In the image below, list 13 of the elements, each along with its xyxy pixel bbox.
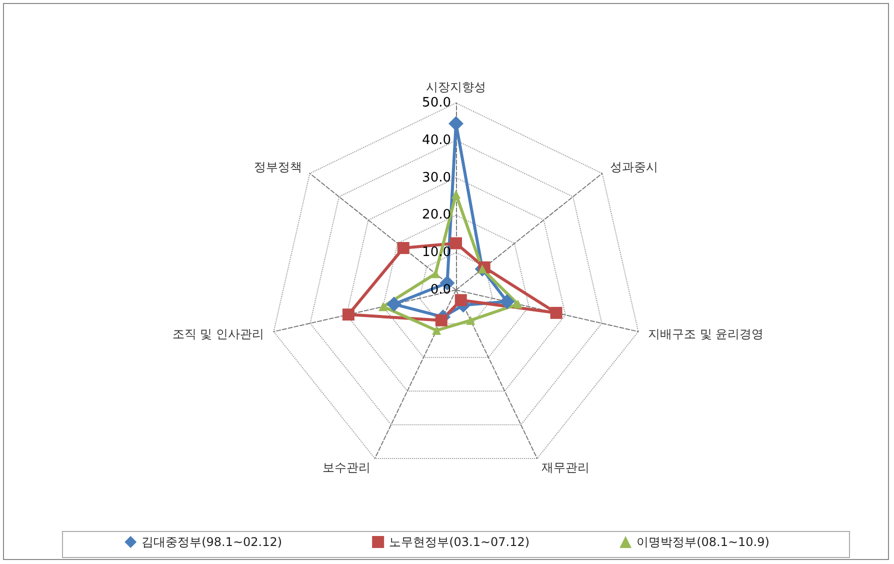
- spoke-label: 성과중시: [610, 160, 658, 174]
- spoke-label: 재무관리: [541, 460, 590, 474]
- y-tick-label: 40.0: [422, 132, 451, 148]
- spoke-label: 조직 및 인사관리: [172, 326, 264, 341]
- spoke-label: 보수관리: [322, 460, 371, 474]
- legend-label: 노무현정부(03.1~07.12): [389, 535, 530, 549]
- y-tick-label: 50.0: [422, 96, 451, 110]
- spoke-label: 시장지향성: [426, 80, 486, 94]
- spoke-label: 정부정책: [254, 160, 302, 174]
- spoke-label: 지배구조 및 윤리경영: [648, 326, 764, 341]
- legend-label: 이명박정부(08.1~10.9): [636, 535, 770, 549]
- legend-label: 김대중정부(98.1~02.12): [142, 535, 282, 549]
- y-tick-label: 30.0: [422, 170, 451, 186]
